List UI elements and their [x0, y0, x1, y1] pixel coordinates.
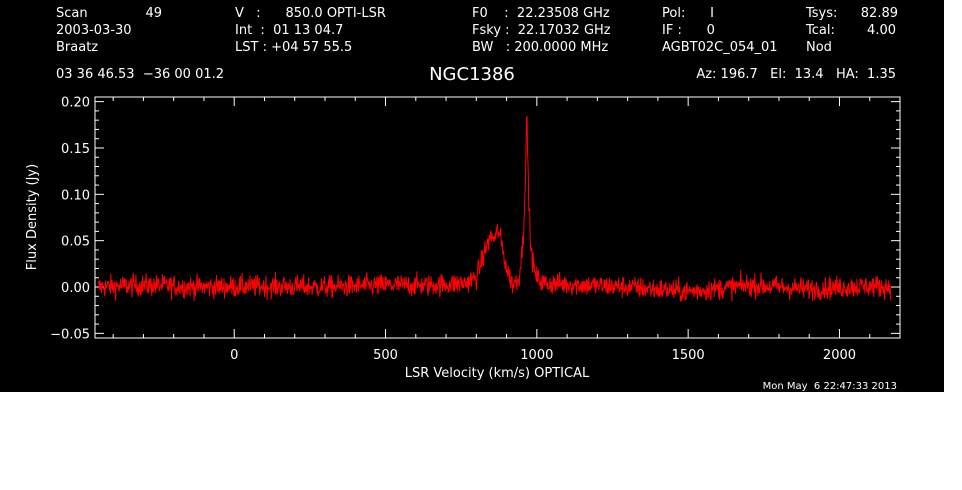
rest-frequency-line: F0 : 22.23508 GHz: [472, 6, 610, 21]
if-line: IF : 0: [662, 23, 715, 38]
polarization-line: Pol: I: [662, 6, 714, 21]
tsys-label: Tsys:: [805, 6, 837, 21]
spectrum-trace-group: [97, 116, 892, 302]
plot-frame: [94, 96, 901, 339]
integration-line: Int : 01 13 04.7: [235, 23, 343, 38]
project-id: AGBT02C_054_01: [662, 40, 778, 55]
sky-frequency-line: Fsky : 22.17032 GHz: [472, 23, 611, 38]
x-tick-label: 2000: [823, 348, 856, 363]
x-tick-label: 0: [230, 348, 238, 363]
pointing-readout: Az: 196.7 El: 13.4 HA: 1.35: [696, 67, 896, 82]
y-tick-label: 0.20: [61, 96, 90, 111]
observer-name: Braatz: [56, 40, 98, 55]
spectrum-chart: Scan 49 2003-03-30 Braatz V : 850.0 OPTI…: [25, 6, 901, 392]
chart-title: NGC1386: [429, 64, 515, 85]
source-coordinates: 03 36 46.53 −36 00 01.2: [56, 67, 224, 82]
switching-mode: Nod: [806, 40, 832, 55]
x-axis-label: LSR Velocity (km/s) OPTICAL: [405, 366, 590, 381]
x-tick-label: 500: [373, 348, 398, 363]
tick-labels: 0 500 1000 1500 2000 −0.05 0.00 0.05 0.10 0.15 0.2…: [50, 96, 856, 363]
tcal-value: 4.00: [867, 23, 896, 38]
obs-date: 2003-03-30: [56, 23, 132, 38]
tcal-label: Tcal:: [805, 23, 835, 38]
lst-line: LST : +04 57 55.5: [235, 40, 352, 55]
plot-timestamp: Mon May 6 22:47:33 2013: [763, 381, 897, 392]
spectrum-trace: [97, 116, 892, 302]
x-tick-label: 1000: [520, 348, 553, 363]
velocity-line: V : 850.0 OPTI-LSR: [235, 6, 386, 21]
tsys-value: 82.89: [861, 6, 898, 21]
y-tick-label: 0.10: [61, 188, 90, 203]
y-tick-label: −0.05: [50, 327, 90, 342]
y-tick-label: 0.15: [61, 142, 90, 157]
scan-label: Scan: [56, 6, 88, 21]
y-tick-label: 0.05: [61, 235, 90, 250]
x-tick-label: 1500: [672, 348, 705, 363]
plot-panel: Scan 49 2003-03-30 Braatz V : 850.0 OPTI…: [0, 0, 944, 392]
scan-value: 49: [145, 6, 162, 21]
bandwidth-line: BW : 200.0000 MHz: [472, 40, 608, 55]
y-tick-label: 0.00: [61, 281, 90, 296]
y-axis-label: Flux Density (Jy): [25, 164, 40, 270]
axis-ticks: [95, 97, 901, 338]
